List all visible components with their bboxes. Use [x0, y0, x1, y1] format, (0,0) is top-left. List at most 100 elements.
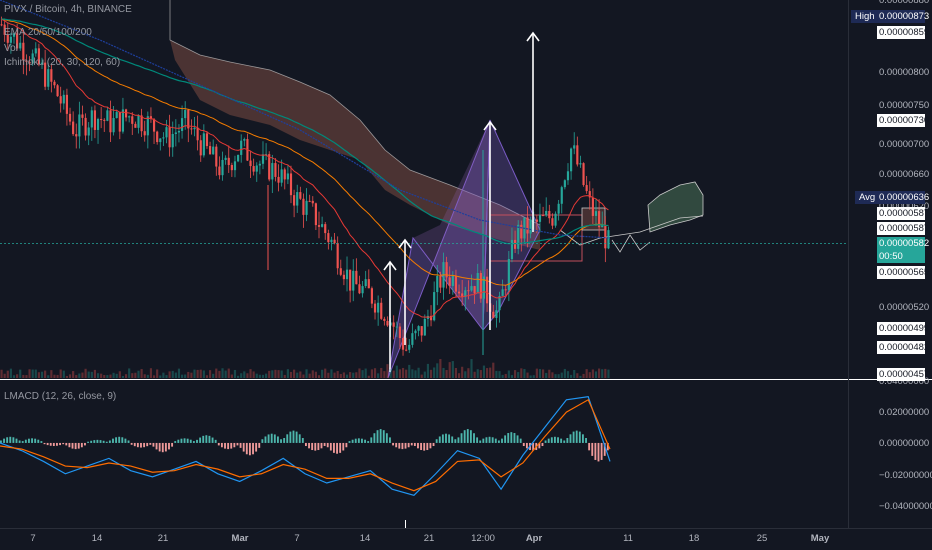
volume-bar	[436, 363, 439, 378]
candle-body	[570, 148, 573, 172]
y-tick-label: 0.00000800	[879, 67, 929, 78]
volume-bar	[9, 368, 12, 378]
volume-bar	[115, 373, 118, 378]
histogram-bar	[273, 434, 276, 443]
candle-body	[28, 61, 31, 64]
macd-y-tick-label: 0.00000000	[879, 438, 929, 449]
histogram-bar	[205, 435, 208, 443]
volume-bar	[59, 369, 62, 378]
macd-y-tick-label: 0.04000000	[879, 376, 929, 387]
histogram-bar	[308, 442, 310, 449]
candle-body	[187, 109, 190, 129]
candle-body	[420, 326, 423, 336]
histogram-bar	[457, 437, 460, 443]
candle-body	[333, 239, 336, 244]
histogram-bar	[140, 442, 142, 448]
candle-body	[72, 121, 75, 135]
candle-body	[137, 115, 140, 128]
histogram-bar	[333, 442, 335, 453]
volume-bar	[383, 371, 386, 378]
volume-bar	[370, 369, 374, 378]
candle-body	[470, 286, 473, 291]
candle-body	[109, 110, 112, 133]
volume-bar	[277, 370, 280, 378]
volume-bar	[476, 369, 479, 378]
ichimoku-cloud-bearish	[170, 0, 540, 250]
candle-body	[218, 166, 221, 176]
last-price-tag: 0.00000582	[877, 237, 930, 250]
volume-bar	[405, 369, 408, 378]
candle-body	[557, 203, 560, 214]
candle-body	[324, 224, 327, 234]
histogram-bar	[361, 438, 363, 443]
histogram-bar	[323, 442, 326, 447]
histogram-bar	[445, 433, 447, 443]
volume-bar	[566, 371, 570, 378]
histogram-bar	[401, 442, 404, 450]
volume-bar	[557, 374, 560, 378]
histogram-bar	[267, 434, 270, 443]
volume-bar	[538, 369, 542, 378]
histogram-bar	[149, 442, 152, 445]
volume-bar	[439, 359, 442, 378]
histogram-bar	[376, 430, 379, 443]
volume-bar	[28, 369, 31, 378]
candle-body	[339, 268, 342, 275]
volume-bar	[230, 374, 233, 378]
histogram-bar	[501, 438, 503, 443]
histogram-bar	[21, 441, 24, 443]
legend-vol: Vol	[4, 43, 18, 54]
histogram-bar	[532, 442, 535, 451]
candle-body	[576, 145, 579, 165]
histogram-bar	[354, 438, 357, 443]
histogram-bar	[513, 433, 516, 443]
histogram-bar	[108, 440, 111, 443]
histogram-bar	[136, 442, 139, 448]
volume-bar	[180, 374, 184, 378]
histogram-bar	[77, 442, 80, 449]
candle-body	[202, 133, 205, 156]
histogram-bar	[578, 431, 581, 443]
candle-body	[417, 326, 420, 331]
y-tick-label: 0.00000660	[879, 169, 929, 180]
histogram-bar	[379, 429, 382, 443]
volume-bar	[249, 369, 252, 378]
candle-body	[585, 185, 588, 192]
volume-bar	[473, 371, 476, 378]
histogram-bar	[31, 438, 33, 443]
histogram-bar	[591, 442, 594, 456]
candle-body	[591, 197, 594, 216]
volume-bar	[470, 359, 473, 378]
volume-bar	[34, 369, 37, 378]
volume-bar	[585, 369, 588, 378]
candle-body	[510, 239, 514, 260]
histogram-bar	[115, 437, 118, 443]
histogram-bar	[364, 439, 366, 443]
volume-bar	[22, 374, 25, 378]
candle-body	[492, 311, 495, 318]
histogram-bar	[245, 442, 248, 455]
x-tick-label: May	[811, 533, 830, 544]
histogram-bar	[451, 436, 454, 443]
candle-body	[193, 127, 196, 130]
volume-bar	[339, 373, 342, 378]
histogram-bar	[214, 439, 217, 443]
histogram-bar	[438, 436, 441, 443]
volume-bar	[283, 374, 286, 378]
arrow-3-head	[483, 120, 497, 131]
histogram-bar	[544, 440, 547, 443]
histogram-bar	[258, 442, 261, 448]
candle-body	[433, 292, 436, 321]
volume-bar	[118, 371, 121, 378]
histogram-bar	[276, 436, 279, 443]
histogram-bar	[336, 442, 338, 454]
candle-body	[212, 146, 215, 155]
histogram-bar	[171, 442, 174, 447]
candle-body	[90, 110, 93, 128]
volume-bar	[520, 368, 523, 378]
candle-body	[386, 320, 389, 326]
candle-body	[414, 330, 417, 334]
histogram-bar	[3, 438, 5, 443]
histogram-bar	[84, 442, 86, 446]
